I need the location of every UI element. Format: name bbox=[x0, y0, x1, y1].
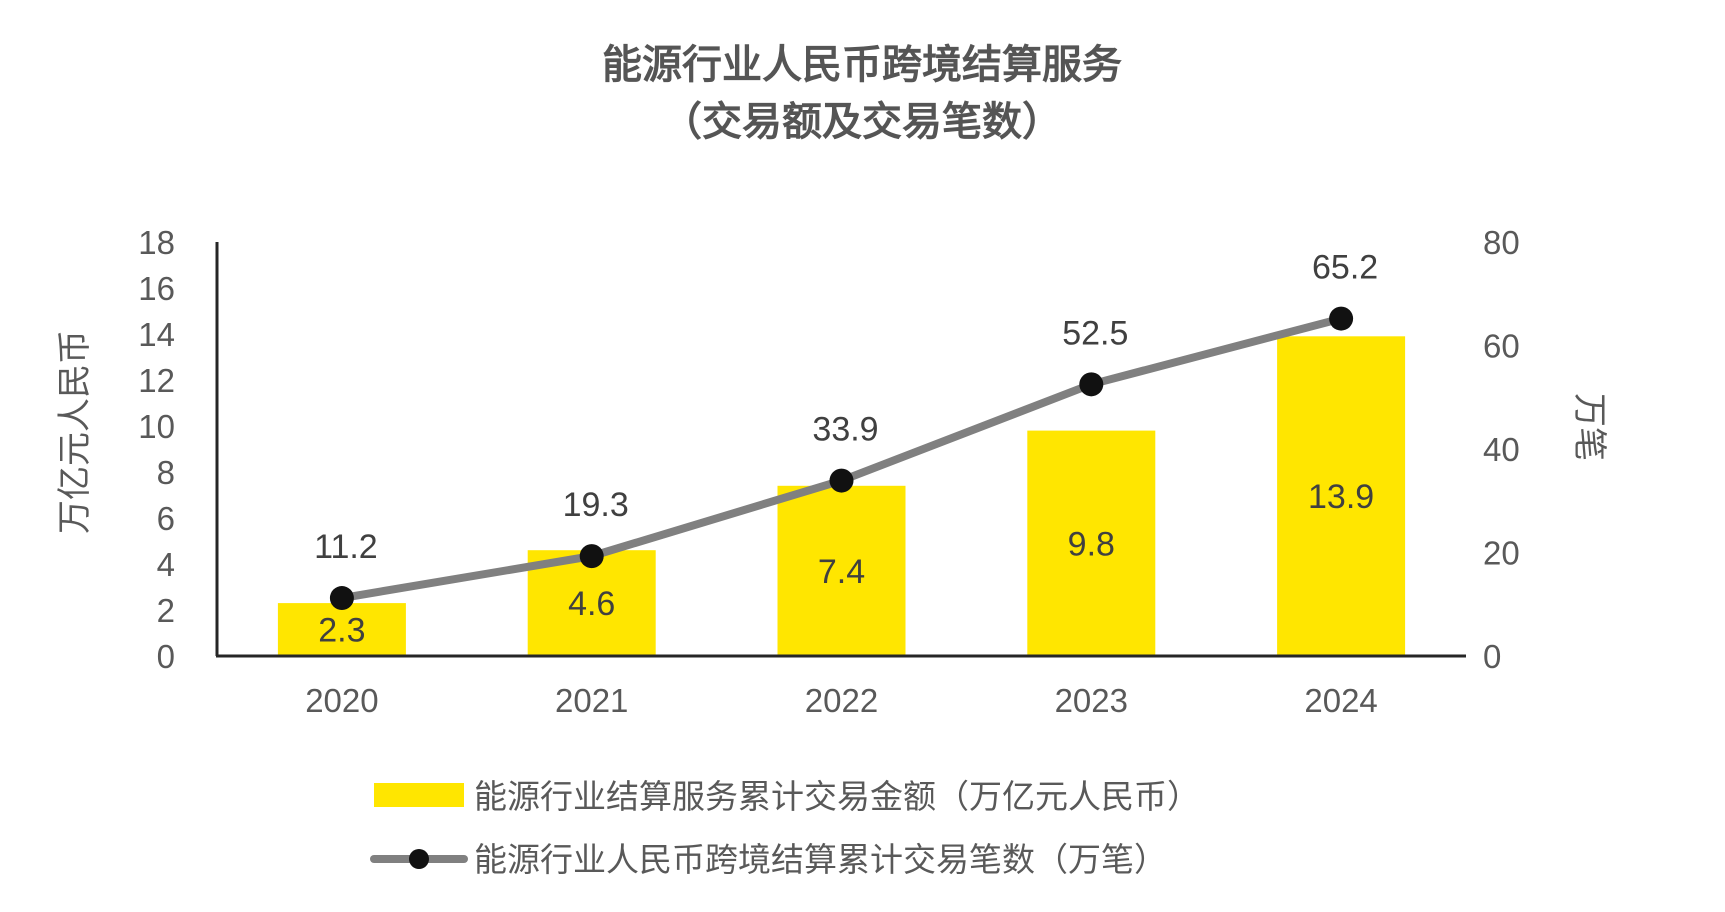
y-left-tick-label: 0 bbox=[157, 638, 175, 675]
legend-label-bar: 能源行业结算服务累计交易金额（万亿元人民币） bbox=[474, 777, 1200, 816]
bar-data-label: 9.8 bbox=[1068, 525, 1115, 563]
chart-title: 能源行业人民币跨境结算服务 bbox=[602, 42, 1122, 88]
y-left-tick-label: 4 bbox=[157, 546, 175, 583]
legend-marker bbox=[409, 849, 429, 869]
y-left-tick-label: 18 bbox=[138, 224, 175, 261]
bar-data-label: 2.3 bbox=[318, 612, 365, 650]
bar-2022 bbox=[777, 485, 906, 656]
y-left-tick-label: 14 bbox=[138, 316, 175, 353]
bar-data-label: 13.9 bbox=[1308, 478, 1374, 516]
line-point-2021 bbox=[579, 544, 604, 569]
x-tick-label: 2020 bbox=[305, 682, 378, 719]
line-point-2020 bbox=[329, 586, 354, 611]
y-left-tick-label: 8 bbox=[157, 454, 175, 491]
y-right-tick-label: 0 bbox=[1483, 638, 1501, 675]
bar-data-label: 7.4 bbox=[818, 553, 865, 591]
legend-label-line: 能源行业人民币跨境结算累计交易笔数（万笔） bbox=[474, 840, 1167, 879]
y-left-tick-label: 6 bbox=[157, 500, 175, 537]
y-axis-right-title: 万笔 bbox=[1569, 393, 1609, 461]
legend-swatch-bar bbox=[374, 783, 464, 807]
bar-2024 bbox=[1277, 336, 1406, 656]
y-left-tick-label: 12 bbox=[138, 362, 175, 399]
y-axis-left-title: 万亿元人民币 bbox=[55, 330, 95, 534]
x-tick-label: 2024 bbox=[1304, 682, 1377, 719]
y-left-tick-label: 16 bbox=[138, 270, 175, 307]
y-left-tick-label: 2 bbox=[157, 592, 175, 629]
y-left-tick-label: 10 bbox=[138, 408, 175, 445]
y-right-tick-label: 80 bbox=[1483, 224, 1520, 261]
x-tick-label: 2021 bbox=[555, 682, 628, 719]
x-tick-label: 2023 bbox=[1055, 682, 1128, 719]
y-right-tick-label: 20 bbox=[1483, 535, 1520, 572]
y-right-tick-label: 40 bbox=[1483, 431, 1520, 468]
line-data-label: 52.5 bbox=[1062, 314, 1128, 352]
line-data-label: 11.2 bbox=[314, 528, 378, 566]
line-data-label: 33.9 bbox=[812, 411, 878, 449]
bar-data-label: 4.6 bbox=[568, 585, 615, 623]
legend: 能源行业结算服务累计交易金额（万亿元人民币） 能源行业人民币跨境结算累计交易笔数… bbox=[370, 777, 1200, 879]
bar-2023 bbox=[1027, 430, 1156, 656]
line-point-2024 bbox=[1329, 306, 1354, 331]
line-data-label: 19.3 bbox=[563, 486, 629, 524]
y-right-tick-label: 60 bbox=[1483, 328, 1520, 365]
chart-subtitle: （交易额及交易笔数） bbox=[662, 99, 1062, 145]
line-point-2023 bbox=[1079, 372, 1104, 397]
line-data-label: 65.2 bbox=[1312, 249, 1378, 287]
bar-2020 bbox=[277, 603, 406, 656]
line-point-2022 bbox=[829, 468, 854, 493]
x-tick-label: 2022 bbox=[805, 682, 878, 719]
